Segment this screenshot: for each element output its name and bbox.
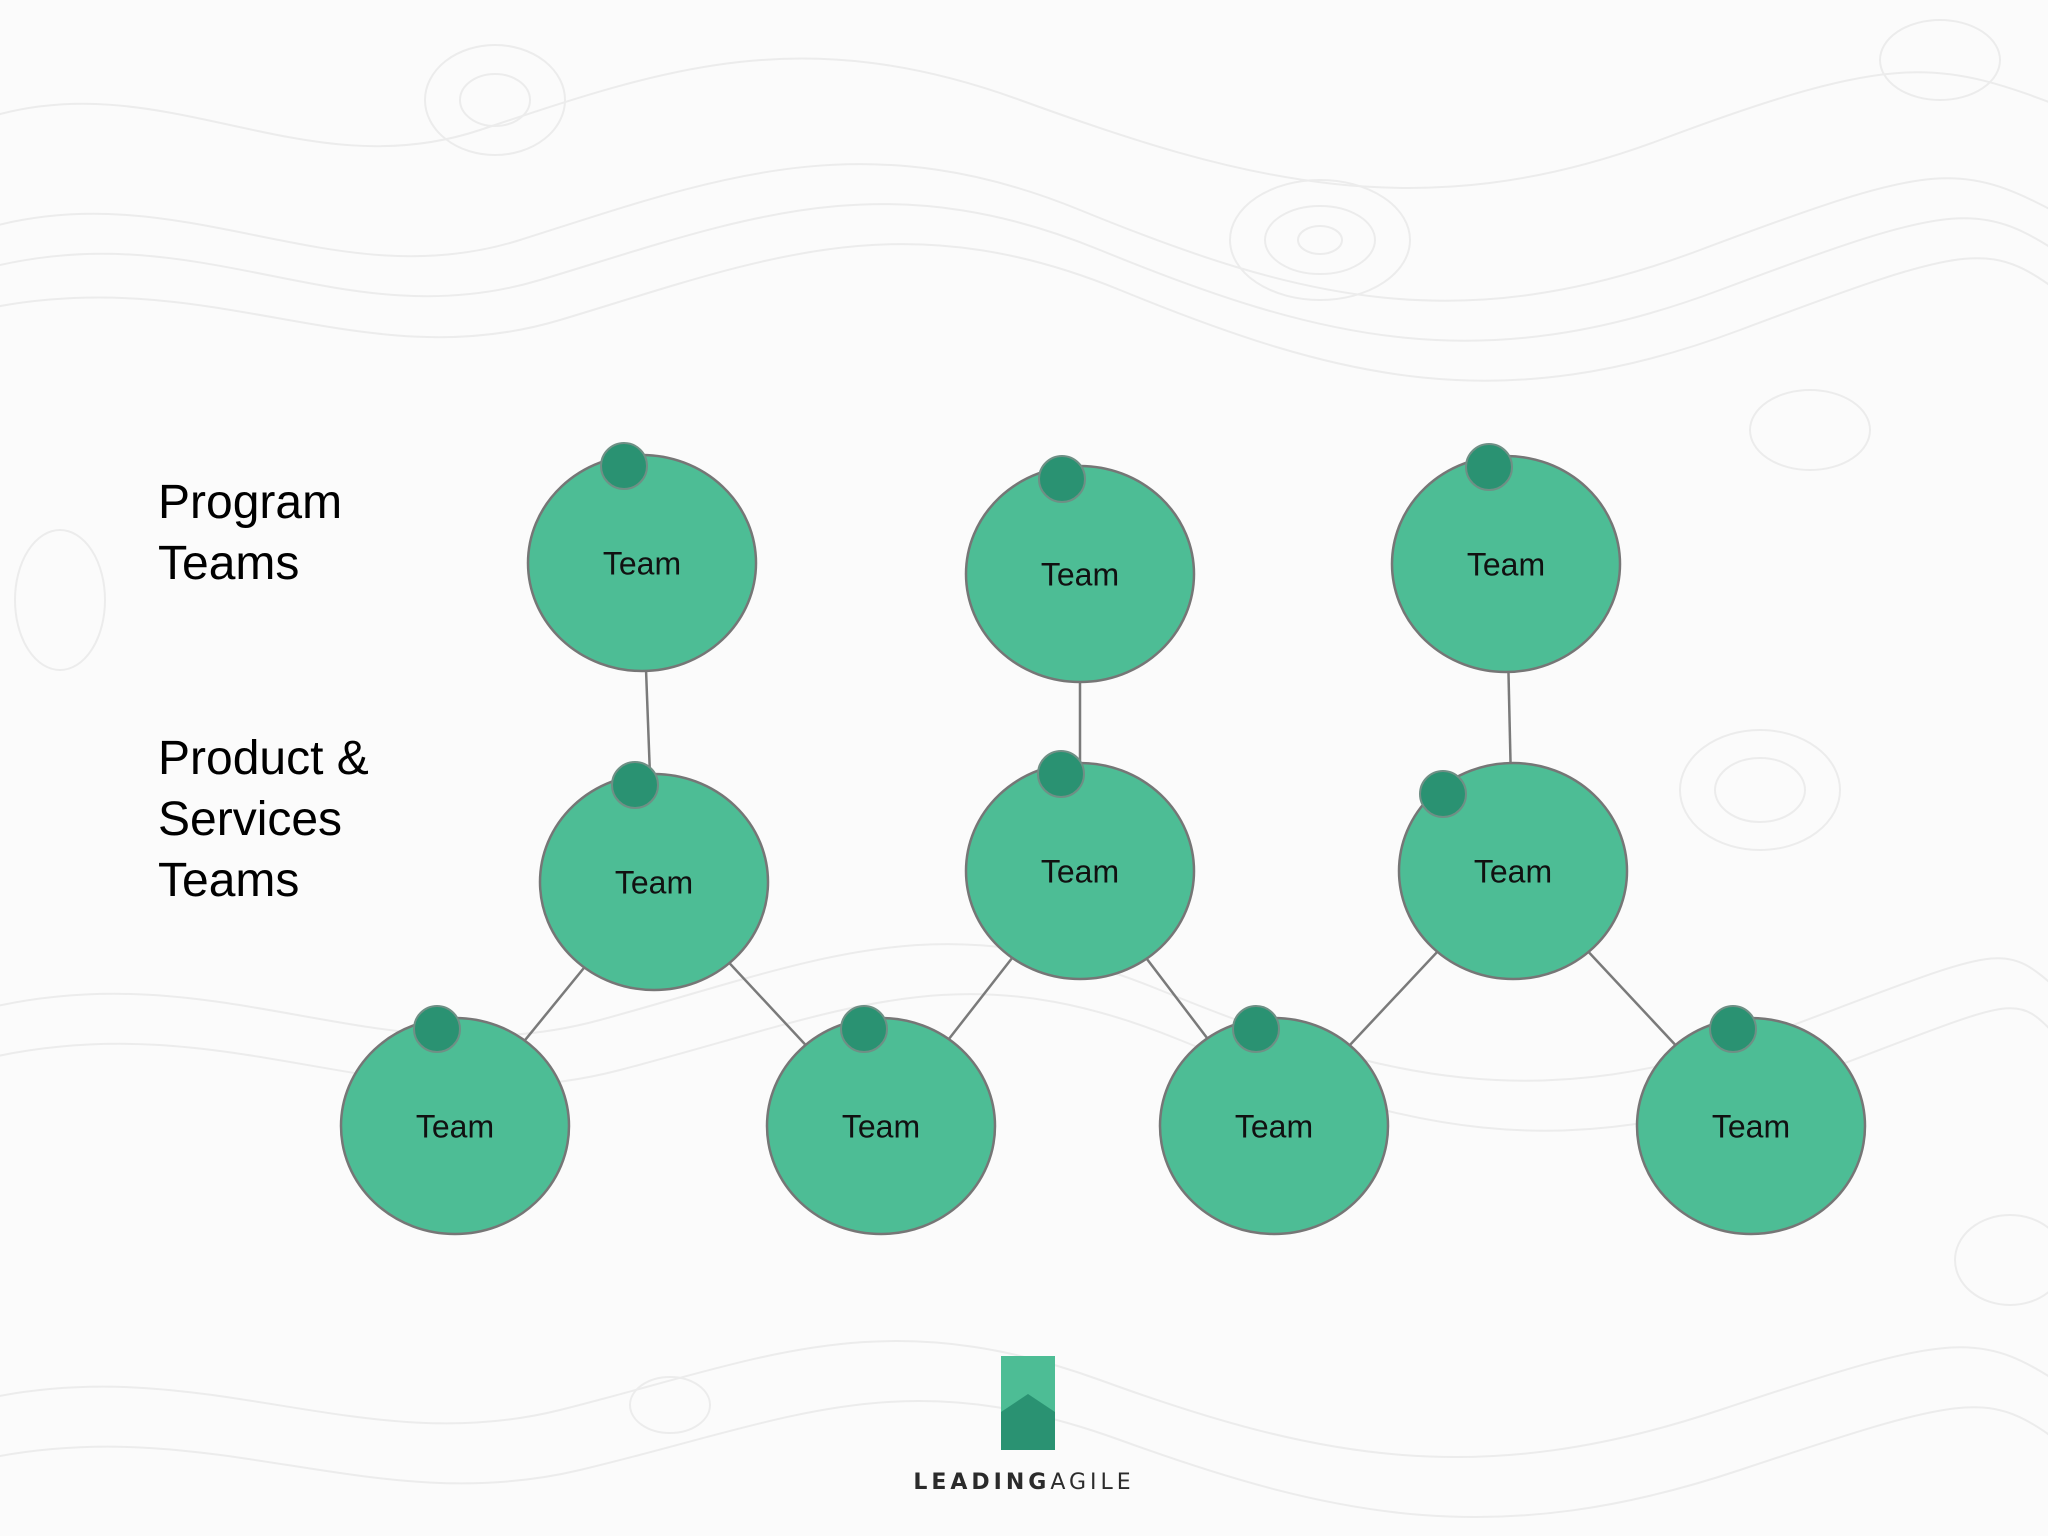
team-label: Team	[1467, 546, 1545, 582]
team-node-program-3: Team	[1390, 443, 1622, 674]
leadingagile-logo: LEADINGAGILE	[0, 1352, 2048, 1502]
team-label: Team	[1474, 853, 1552, 889]
team-circle	[1397, 761, 1629, 981]
program-teams-label: Program Teams	[158, 472, 342, 594]
team-node-delivery-4: Team	[1635, 1005, 1867, 1236]
leadingagile-wordmark: LEADINGAGILE	[0, 1470, 2048, 1495]
product-services-teams-label: Product & Services Teams	[158, 728, 369, 911]
team-lead-dot	[611, 761, 659, 809]
team-lead-dot	[840, 1005, 888, 1053]
team-lead-dot	[1232, 1005, 1280, 1053]
team-label: Team	[1041, 556, 1119, 592]
team-node-program-2: Team	[964, 455, 1196, 684]
team-label: Team	[416, 1108, 494, 1144]
logo-text-agile: AGILE	[1050, 1470, 1135, 1495]
team-label: Team	[1041, 853, 1119, 889]
logo-text-leading: LEADING	[913, 1470, 1051, 1495]
team-node-delivery-1: Team	[339, 1005, 571, 1236]
team-lead-dot	[1419, 770, 1467, 818]
team-node-product-1: Team	[538, 761, 770, 992]
team-lead-dot	[600, 442, 648, 490]
team-label: Team	[615, 864, 693, 900]
team-label: Team	[1712, 1108, 1790, 1144]
team-lead-dot	[1037, 750, 1085, 798]
team-node-product-2: Team	[964, 750, 1196, 981]
team-label: Team	[1235, 1108, 1313, 1144]
program-teams-label-line-1: Program	[158, 476, 343, 529]
team-lead-dot	[1709, 1005, 1757, 1053]
team-node-product-3: Team	[1397, 761, 1629, 981]
team-label: Team	[842, 1108, 920, 1144]
team-label: Team	[603, 545, 681, 581]
team-lead-dot	[413, 1005, 461, 1053]
product-services-label-line-3: Teams	[158, 854, 300, 907]
leadingagile-logo-mark	[1001, 1356, 1055, 1450]
team-lead-dot	[1465, 443, 1513, 491]
team-node-delivery-2: Team	[765, 1005, 997, 1236]
team-lead-dot	[1038, 455, 1086, 503]
team-nodes: Team Team Team Team Team Team Team Team Team Team	[339, 442, 1867, 1236]
team-node-delivery-3: Team	[1158, 1005, 1390, 1236]
product-services-label-line-2: Services	[158, 793, 343, 846]
team-node-program-1: Team	[526, 442, 758, 673]
product-services-label-line-1: Product &	[158, 732, 369, 785]
program-teams-label-line-2: Teams	[158, 537, 300, 590]
